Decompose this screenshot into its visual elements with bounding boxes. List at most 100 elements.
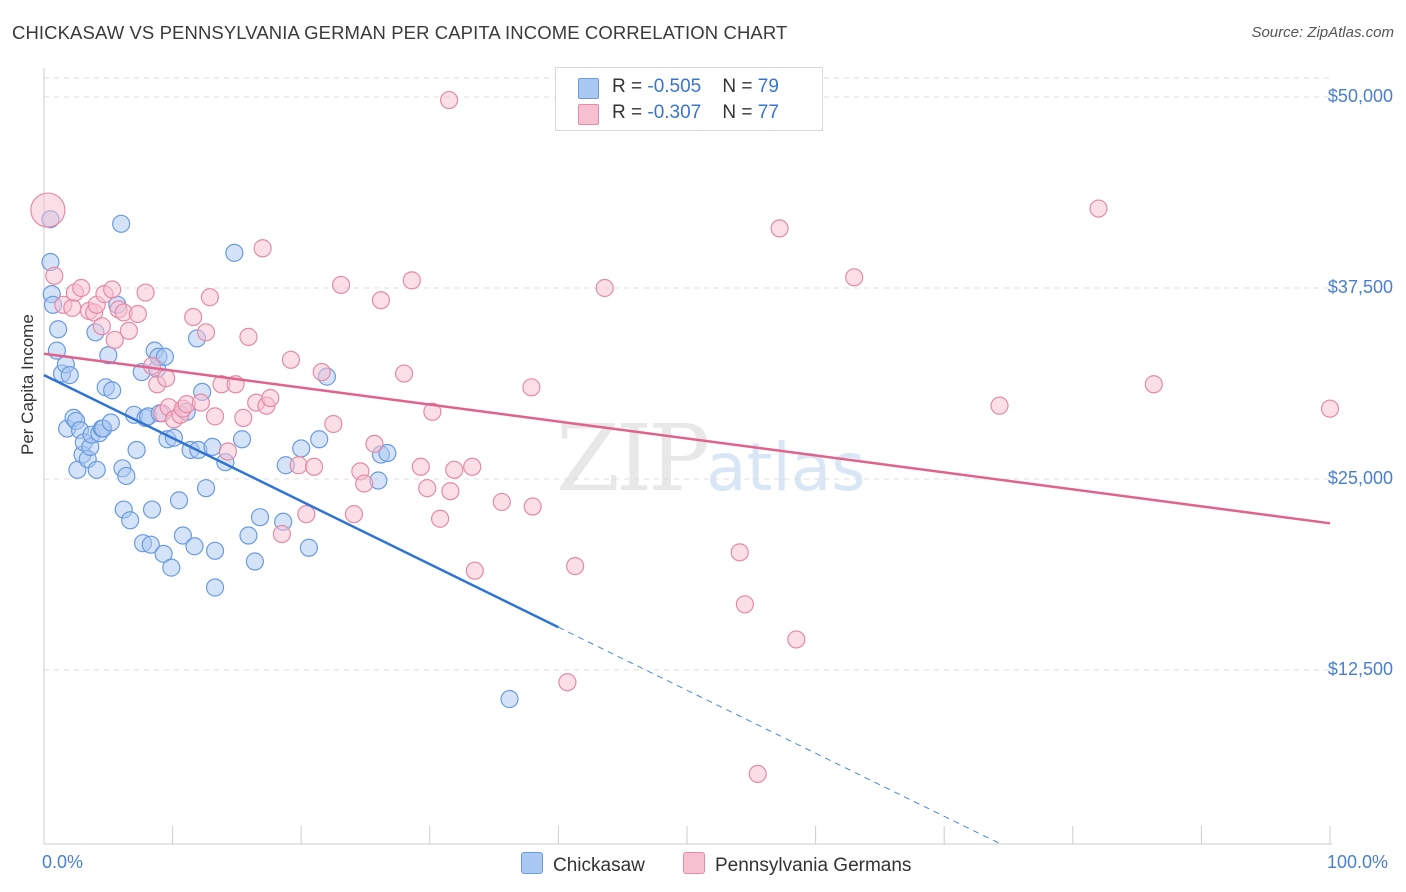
chickasaw-point bbox=[99, 346, 118, 365]
chickasaw-point bbox=[205, 578, 225, 597]
y-tick-label: $50,000 bbox=[1327, 86, 1393, 106]
chickasaw-point bbox=[87, 460, 106, 479]
chickasaw-point bbox=[162, 558, 181, 577]
pennsylvania-germans-point bbox=[787, 630, 806, 649]
chickasaw-trend-line bbox=[43, 373, 559, 629]
watermark-zip: ZIP bbox=[556, 405, 710, 512]
chickasaw-point bbox=[154, 544, 173, 563]
pennsylvania-germans-point bbox=[312, 362, 331, 382]
pennsylvania-germans-point bbox=[522, 378, 541, 397]
legend-swatch-pennsylvania-germans bbox=[578, 104, 599, 125]
pennsylvania-germans-point bbox=[355, 474, 374, 493]
watermark: ZIPatlas bbox=[556, 405, 866, 512]
pennsylvania-germans-point bbox=[253, 239, 272, 258]
chickasaw-point bbox=[173, 526, 192, 545]
chickasaw-point bbox=[205, 541, 225, 560]
pennsylvania-germans-point bbox=[136, 283, 155, 302]
pennsylvania-germans-point bbox=[191, 393, 210, 412]
pennsylvania-germans-point bbox=[184, 307, 203, 327]
chickasaw-point bbox=[142, 500, 162, 519]
chickasaw-point bbox=[250, 508, 270, 527]
y-axis-label: Per Capita Income bbox=[18, 314, 37, 455]
pennsylvania-germans-point bbox=[157, 369, 176, 388]
chickasaw-point bbox=[141, 535, 160, 554]
pennsylvania-germans-point bbox=[845, 268, 864, 287]
pennsylvania-germans-point bbox=[289, 456, 308, 475]
pennsylvania-germans-point bbox=[205, 407, 225, 426]
chart-title: CHICKASAW VS PENNSYLVANIA GERMAN PER CAP… bbox=[12, 22, 788, 43]
pennsylvania-germans-point bbox=[402, 271, 421, 290]
pennsylvania-germans-point bbox=[45, 266, 64, 285]
pennsylvania-germans-point bbox=[272, 524, 292, 544]
pennsylvania-germans-point bbox=[411, 457, 430, 476]
pennsylvania-germans-point bbox=[423, 402, 442, 421]
pennsylvania-germans-point bbox=[394, 364, 414, 383]
pennsylvania-germans-point bbox=[990, 396, 1009, 415]
pennsylvania-germans-point bbox=[239, 327, 258, 346]
pennsylvania-germans-point bbox=[463, 457, 482, 476]
chickasaw-point bbox=[60, 365, 79, 385]
y-tick-label: $37,500 bbox=[1327, 277, 1393, 297]
chickasaw-point bbox=[299, 538, 319, 557]
n-label: N = bbox=[722, 102, 758, 123]
legend-label-chickasaw: Chickasaw bbox=[553, 855, 645, 876]
pennsylvania-germans-point bbox=[63, 298, 82, 317]
pennsylvania-germans-point bbox=[261, 388, 280, 408]
pennsylvania-germans-point bbox=[200, 288, 219, 307]
r-value: -0.307 bbox=[647, 102, 702, 123]
chickasaw-point bbox=[169, 491, 189, 510]
pennsylvania-germans-point bbox=[30, 192, 66, 228]
chickasaw-point bbox=[101, 413, 120, 432]
chickasaw-point bbox=[103, 381, 122, 400]
r-value: -0.505 bbox=[647, 76, 702, 97]
pennsylvania-germans-point bbox=[371, 291, 391, 310]
pennsylvania-germans-point bbox=[523, 497, 542, 516]
pennsylvania-germans-point bbox=[331, 275, 351, 295]
chickasaw-point bbox=[117, 466, 136, 486]
legend-label-pennsylvania-germans: Pennsylvania Germans bbox=[715, 855, 912, 876]
r-label: R = bbox=[612, 76, 648, 97]
pennsylvania-germans-point bbox=[304, 457, 324, 476]
pennsylvania-germans-point bbox=[128, 304, 147, 324]
bottom-legend-pennsylvania-germans: Pennsylvania Germans bbox=[683, 852, 911, 877]
correlation-legend: R = -0.505 N = 79 R = -0.307 N = 77 bbox=[555, 67, 823, 131]
x-tick-label: 0.0% bbox=[42, 852, 84, 872]
pennsylvania-germans-point bbox=[595, 278, 614, 298]
pennsylvania-germans-point bbox=[365, 434, 384, 453]
pennsylvania-germans-point bbox=[344, 505, 364, 524]
chickasaw-point bbox=[500, 689, 519, 709]
pennsylvania-germans-point bbox=[1320, 399, 1340, 418]
pennsylvania-germans-point bbox=[324, 414, 343, 434]
chickasaw-point bbox=[196, 479, 216, 498]
legend-swatch-pennsylvania-germans bbox=[683, 852, 705, 874]
legend-stats: R = -0.505 N = 79 bbox=[612, 76, 779, 98]
pennsylvania-germans-point bbox=[730, 543, 749, 562]
pennsylvania-germans-point bbox=[566, 556, 585, 576]
chickasaw-point bbox=[121, 511, 140, 530]
pennsylvania-germans-point bbox=[439, 90, 459, 110]
source-credit: Source: ZipAtlas.com bbox=[1251, 24, 1394, 41]
legend-swatch-chickasaw bbox=[578, 78, 599, 99]
pennsylvania-germans-point bbox=[1144, 375, 1163, 394]
pennsylvania-germans-point bbox=[103, 280, 122, 299]
chickasaw-point bbox=[310, 430, 329, 449]
chickasaw-point bbox=[185, 537, 204, 556]
pennsylvania-germans-point bbox=[281, 350, 301, 369]
pennsylvania-germans-point bbox=[441, 482, 460, 501]
pennsylvania-germans-point bbox=[558, 673, 577, 692]
y-tick-label: $25,000 bbox=[1327, 468, 1393, 488]
pennsylvania-germans-point bbox=[492, 492, 511, 512]
bottom-legend-chickasaw: Chickasaw bbox=[521, 852, 645, 877]
pennsylvania-germans-trend-line bbox=[43, 352, 1331, 525]
pennsylvania-germans-point bbox=[119, 321, 138, 340]
pennsylvania-germans-point bbox=[1089, 199, 1108, 218]
pennsylvania-germans-point bbox=[234, 408, 253, 427]
chickasaw-point bbox=[112, 214, 131, 233]
legend-swatch-chickasaw bbox=[521, 852, 543, 874]
pennsylvania-germans-point bbox=[418, 479, 437, 498]
pennsylvania-germans-point bbox=[465, 561, 484, 580]
chickasaw-trend-extension bbox=[558, 626, 1001, 845]
pennsylvania-germans-point bbox=[218, 442, 237, 461]
chickasaw-point bbox=[127, 440, 146, 460]
